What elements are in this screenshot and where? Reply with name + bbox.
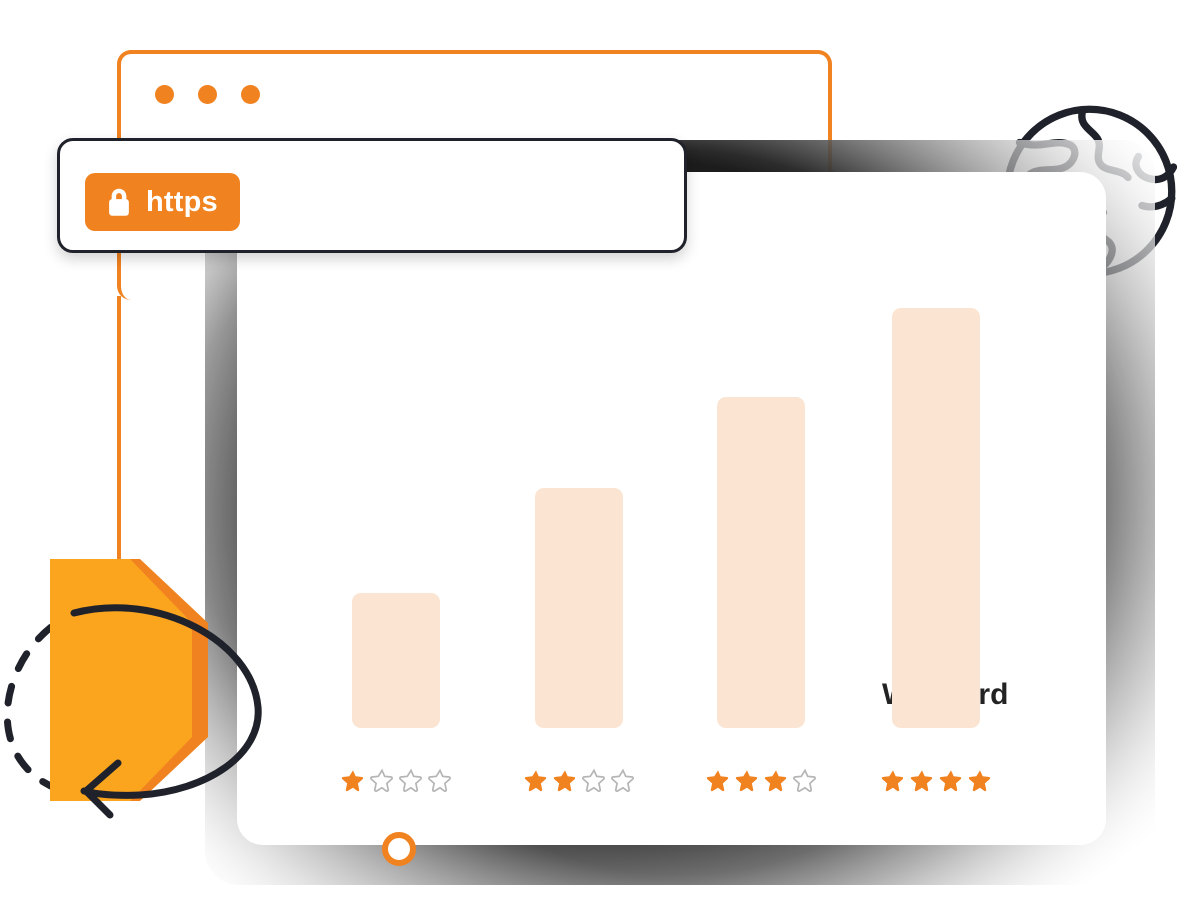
shield-icon xyxy=(50,559,208,801)
bar-rect-ov xyxy=(535,488,623,728)
rating-stars-ev xyxy=(702,768,820,792)
bar-chart: DV OV EV xyxy=(237,172,1106,845)
shield-orbit-group xyxy=(3,559,262,819)
star-icon-filled xyxy=(524,770,546,792)
https-badge[interactable]: https xyxy=(85,173,240,231)
star-icon-filled xyxy=(968,770,990,792)
orbit-arrow-head xyxy=(82,759,122,819)
orbit-dashed-arc xyxy=(3,609,97,801)
star-icon-filled xyxy=(764,770,786,792)
star-icon-filled xyxy=(881,770,903,792)
star-icon-filled xyxy=(939,770,961,792)
star-icon-empty xyxy=(792,768,816,792)
window-dot-2 xyxy=(198,85,217,104)
window-dot-1 xyxy=(155,85,174,104)
bar-rect-wildcard xyxy=(892,308,980,728)
rating-stars-dv xyxy=(337,768,455,792)
frame-rail-left xyxy=(117,296,121,596)
star-icon-empty xyxy=(610,768,634,792)
orbit-solid-arc xyxy=(70,604,262,799)
star-icon-empty xyxy=(581,768,605,792)
window-dot-3 xyxy=(241,85,260,104)
window-controls-dots xyxy=(155,85,260,104)
bar-rect-dv xyxy=(352,593,440,728)
star-icon-filled xyxy=(341,770,363,792)
padlock-icon xyxy=(109,188,129,216)
star-icon-empty xyxy=(427,768,451,792)
star-icon-filled xyxy=(553,770,575,792)
rating-stars-ov xyxy=(520,768,638,792)
bar-rect-ev xyxy=(717,397,805,728)
star-icon-filled xyxy=(910,770,932,792)
rating-stars-wildcard xyxy=(877,768,995,792)
star-icon-filled xyxy=(706,770,728,792)
star-icon-filled xyxy=(735,770,757,792)
https-badge-label: https xyxy=(146,185,218,218)
home-button-ring[interactable] xyxy=(382,832,416,866)
star-icon-empty xyxy=(369,768,393,792)
star-icon-empty xyxy=(398,768,422,792)
